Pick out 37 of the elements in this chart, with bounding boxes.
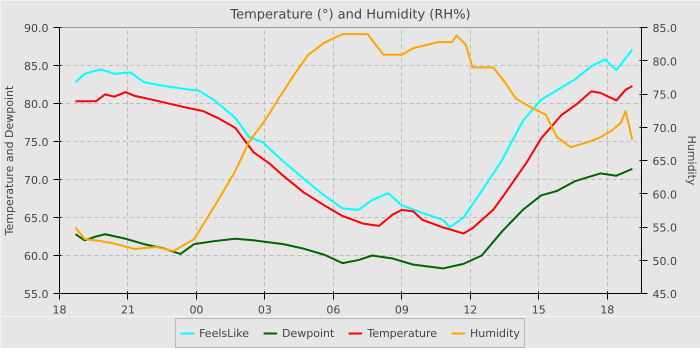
line-series [74,85,634,234]
y2-tick-label: 80.0 [652,55,677,68]
y2-tick-label: 65.0 [652,155,677,168]
x-tick-label: 03 [258,304,272,316]
x-tick-label: 18 [600,304,614,316]
legend-label: Dewpoint [282,326,334,340]
line-series [74,33,634,252]
y-tick-label: 75.0 [24,136,49,149]
line-series [74,48,634,228]
y-tick-label: 65.0 [24,212,49,225]
y2-tick-label: 70.0 [652,122,677,135]
y2-tick-label: 60.0 [652,188,677,202]
legend-label: Humidity [470,326,520,340]
y-tick-label: 70.0 [24,174,49,187]
y-tick-label: 60.0 [24,250,49,263]
x-tick-label: 15 [532,304,546,316]
x-tick-label: 09 [394,304,409,316]
y2-tick-label: 85.0 [652,22,677,35]
y-tick-label: 55.0 [24,288,49,301]
y2-tick-label: 50.0 [652,254,677,268]
y2-tick-label: 75.0 [652,88,677,102]
y2-axis-title: Humidity [684,136,698,186]
line-series [74,168,634,270]
chart-title: Temperature (°) and Humidity (RH%) [229,8,471,22]
y2-tick-label: 45.0 [652,288,677,301]
x-tick-label: 00 [189,304,204,316]
y-tick-label: 85.0 [24,60,49,73]
x-tick-label: 21 [120,304,135,316]
legend-label: FeelsLike [199,326,250,340]
y-tick-label: 90.0 [24,22,49,35]
y2-tick-label: 55.0 [652,222,677,234]
legend-label: Temperature [367,326,438,340]
y-axis-title: Temperature and Dewpoint [3,84,16,236]
y-tick-label: 80.0 [24,98,49,111]
x-tick-label: 12 [463,304,478,316]
x-tick-label: 06 [326,304,340,316]
x-tick-label: 18 [52,304,66,316]
